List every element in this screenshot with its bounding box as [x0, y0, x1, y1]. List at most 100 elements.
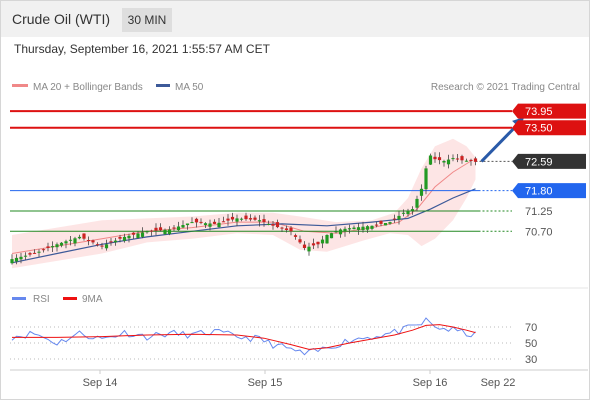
instrument-title: Crude Oil (WTI): [12, 11, 110, 27]
candle: [338, 228, 343, 238]
candle: [131, 232, 136, 239]
level-value-label: 72.59: [525, 156, 553, 168]
level-value-label: 73.50: [525, 123, 553, 135]
candle: [298, 235, 302, 244]
candle: [91, 239, 95, 245]
candle: [59, 242, 64, 248]
candle: [46, 242, 50, 252]
timeframe-button[interactable]: 30 MIN: [122, 8, 172, 32]
candle: [320, 235, 325, 249]
candle: [302, 241, 307, 251]
candle: [280, 226, 284, 232]
candle: [14, 254, 19, 265]
candle: [325, 234, 329, 244]
candle: [392, 214, 397, 223]
candle: [154, 223, 158, 236]
price-panel: MA 20 + Bollinger Bands MA 50 Research ©…: [10, 82, 586, 269]
candle: [235, 214, 239, 227]
candle: [212, 219, 217, 225]
rsi-ma-line: [12, 324, 476, 350]
candle: [19, 252, 23, 264]
rsi-tick-label: 30: [525, 354, 537, 366]
resistance-level-tag: 73.50: [512, 120, 586, 136]
ma20-legend-swatch: [12, 84, 28, 87]
candle: [64, 239, 68, 249]
candle: [446, 154, 451, 169]
candle: [271, 221, 275, 230]
candle: [190, 217, 194, 224]
resistance-level-tag: 73.95: [512, 103, 586, 119]
candle: [41, 248, 46, 253]
candle: [262, 214, 266, 227]
candle: [428, 153, 433, 165]
candle: [37, 249, 41, 257]
candle: [460, 154, 464, 164]
candle: [185, 223, 190, 230]
candle: [316, 241, 320, 249]
level-value-label: 70.70: [525, 226, 553, 238]
time-tick-label: Sep 16: [413, 377, 448, 389]
candle: [23, 252, 28, 260]
candle: [424, 165, 428, 195]
candle: [203, 222, 208, 228]
candle: [55, 242, 59, 252]
candle: [437, 152, 442, 165]
candle: [140, 227, 145, 239]
candle: [82, 233, 86, 241]
ma20-legend-label: MA 20 + Bollinger Bands: [33, 82, 143, 93]
candle: [149, 229, 154, 236]
candle: [365, 225, 370, 233]
candle: [100, 242, 104, 250]
candle: [410, 206, 415, 215]
level-value-label: 71.80: [525, 186, 553, 198]
candle: [433, 152, 437, 163]
candle: [145, 230, 149, 234]
candle: [136, 231, 140, 239]
candle: [167, 226, 172, 236]
candle: [32, 249, 37, 254]
level-tags: 73.95 73.50 72.59 71.80 71.25 70.70: [512, 103, 586, 238]
candle: [284, 225, 289, 233]
candle: [473, 156, 478, 166]
candle: [293, 233, 298, 240]
support-level-tag: 71.25: [525, 206, 553, 218]
candle: [361, 221, 365, 233]
rsi-ma-legend-swatch: [63, 297, 77, 300]
rsi-gridlines: 70 50 30: [10, 322, 537, 366]
rsi-tick-label: 50: [525, 338, 537, 350]
candle: [221, 216, 226, 223]
rsi-line: [11, 317, 476, 356]
ma50-legend-swatch: [156, 84, 170, 87]
time-tick-label: Sep 14: [83, 377, 118, 389]
candle: [442, 159, 446, 167]
candle: [68, 236, 73, 246]
current-level-tag: 72.59: [512, 153, 586, 169]
candle: [370, 225, 374, 231]
candlestick-series: [10, 152, 478, 265]
candle: [469, 158, 473, 166]
candle: [257, 215, 262, 227]
rsi-tick-label: 70: [525, 322, 537, 334]
candle: [451, 154, 455, 162]
price-levels: [10, 110, 512, 232]
level-value-label: 73.95: [525, 106, 553, 118]
candle: [28, 251, 32, 257]
candle: [176, 221, 181, 232]
candle: [343, 226, 347, 237]
time-tick-label: Sep 15: [248, 377, 283, 389]
rsi-legend-label: RSI: [33, 294, 50, 305]
credit-text: Research © 2021 Trading Central: [431, 82, 580, 93]
candle: [464, 158, 469, 162]
candle: [253, 215, 257, 221]
candle: [406, 208, 410, 217]
candle: [347, 224, 352, 234]
candle: [118, 234, 122, 243]
candle: [95, 242, 100, 247]
candle: [388, 221, 392, 225]
rsi-legend-swatch: [12, 297, 26, 300]
time-tick-label: Sep 22: [481, 377, 516, 389]
candle: [86, 236, 91, 246]
candle: [379, 220, 383, 227]
